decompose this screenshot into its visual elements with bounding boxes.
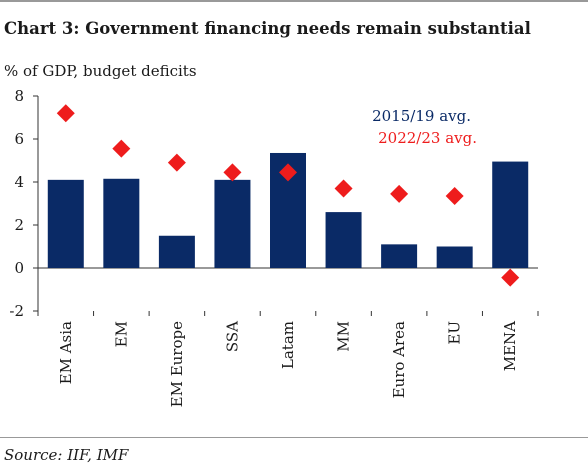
diamond-marker — [390, 184, 409, 203]
chart-title: Chart 3: Government financing needs rema… — [4, 19, 531, 38]
y-tick-label: 8 — [14, 87, 24, 105]
x-category-label: EM Europe — [168, 321, 186, 407]
bar — [103, 178, 140, 268]
y-tick-label: 4 — [14, 173, 24, 191]
bottom-rule — [0, 437, 588, 438]
diamond-marker — [334, 179, 353, 198]
bar — [492, 161, 529, 268]
y-tick-label: 0 — [14, 259, 24, 277]
bar — [214, 179, 251, 268]
bar — [158, 235, 195, 268]
x-category-label: MM — [335, 321, 353, 352]
x-category-label: MENA — [501, 321, 519, 371]
bar — [436, 246, 473, 268]
source-note: Source: IIF, IMF — [4, 446, 129, 464]
bar — [381, 244, 418, 268]
x-category-label: EM — [112, 321, 130, 347]
top-rule — [0, 0, 588, 2]
diamond-marker — [501, 268, 520, 287]
x-category-label: Euro Area — [390, 321, 408, 398]
legend-label: 2022/23 avg. — [378, 129, 477, 147]
diamond-marker — [279, 163, 297, 182]
x-category-label: Latam — [279, 321, 297, 369]
x-category-label: EM Asia — [57, 321, 75, 384]
y-tick-label: 2 — [14, 216, 24, 234]
x-category-label: EU — [446, 321, 464, 345]
legend-label: 2015/19 avg. — [372, 107, 471, 125]
y-tick-label: 6 — [14, 130, 24, 148]
diamond-marker — [445, 186, 464, 205]
x-category-label: SSA — [223, 321, 241, 352]
unit-label: % of GDP, budget deficits — [4, 62, 197, 80]
bar — [325, 212, 362, 268]
bar — [47, 179, 84, 268]
diamond-marker — [56, 104, 75, 123]
diamond-marker — [223, 163, 242, 182]
diamond-marker — [112, 139, 131, 158]
diamond-marker — [167, 153, 186, 172]
y-tick-label: -2 — [9, 302, 24, 320]
